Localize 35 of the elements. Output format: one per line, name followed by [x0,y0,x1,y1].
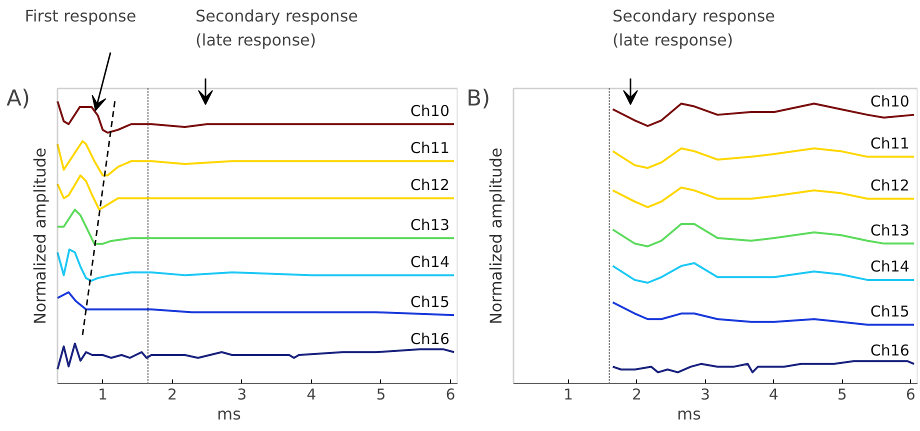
series-label: Ch12 [410,176,450,194]
text: B) [466,86,490,112]
x-tick-label: 6 [906,386,916,404]
x-axis-title: ms [217,404,241,424]
x-tick-label: 3 [237,386,247,404]
text: First response [24,6,136,26]
series-label: Ch12 [870,176,910,195]
y-axis-title: Normalized amplitude [30,148,50,324]
series-label: Ch15 [410,292,450,311]
text: Secondary response (late response) [612,6,775,50]
series-label: Ch15 [870,302,910,321]
x-tick-label: 2 [632,386,642,404]
series-label: Ch14 [870,258,910,276]
y-axis-title: Normalized amplitude [486,148,506,324]
x-tick-label: 1 [98,386,108,404]
x-tick-label: 2 [168,386,178,404]
series-label: Ch16 [870,342,910,360]
text: A) [6,86,30,112]
x-tick-label: 5 [376,386,386,404]
x-tick-label: 3 [700,386,710,404]
series-label: Ch11 [410,138,450,157]
x-tick-label: 5 [837,386,847,404]
series-label: Ch10 [870,92,910,111]
series-label: Ch10 [410,102,450,120]
x-tick-label: 4 [306,386,316,404]
text: Secondary response (late response) [196,6,358,50]
series-label: Ch13 [410,216,450,234]
series-label: Ch11 [870,134,910,153]
series-label: Ch16 [410,330,450,348]
x-tick-label: 1 [564,386,574,404]
series-label: Ch14 [410,252,450,271]
x-axis-title: ms [677,404,701,424]
x-tick-label: 4 [768,386,778,404]
x-tick-label: 6 [446,386,456,404]
series-label: Ch13 [870,221,910,240]
